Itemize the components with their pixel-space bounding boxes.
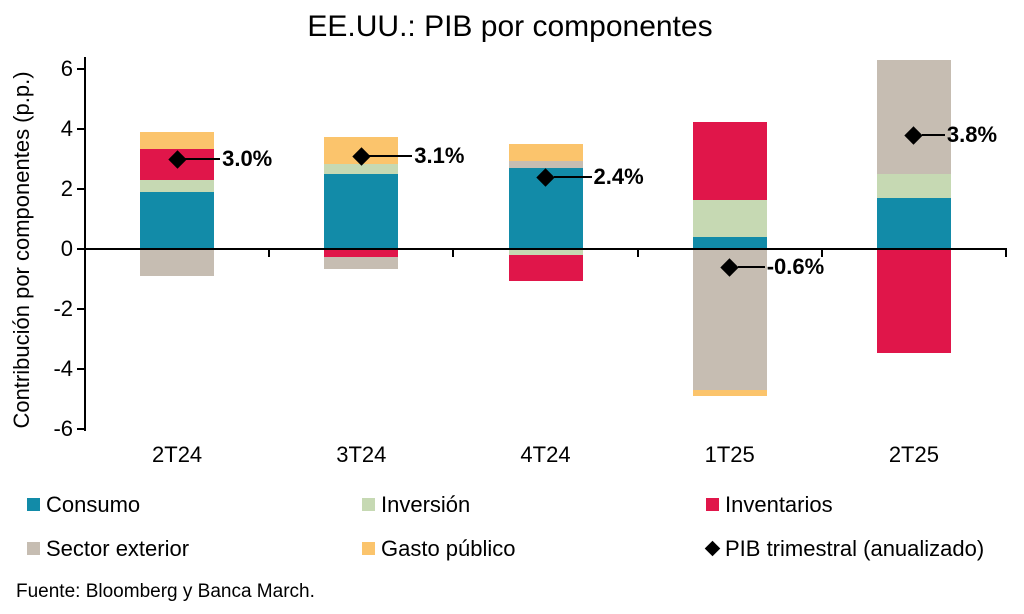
bar-segment-gasto-p-blico [508,144,583,161]
legend-label: Sector exterior [46,536,190,561]
bar-segment-sector-exterior [324,256,399,269]
pib-connector-line [369,155,413,157]
y-axis-tick [77,308,84,310]
bar-segment-inventarios [692,121,767,200]
y-tick-label: -2 [53,296,73,321]
bar-segment-gasto-p-blico [692,390,767,396]
legend-square-icon [27,498,40,511]
y-tick-label: 2 [60,176,73,201]
legend-label: PIB trimestral (anualizado) [725,536,985,561]
source-note: Fuente: Bloomberg y Banca March. [16,581,315,602]
bar-segment-sector-exterior [876,60,951,174]
x-axis-tick [84,248,86,257]
bar-segment-consumo [876,198,951,249]
bar-segment-sector-exterior [140,249,215,276]
y-axis-line [84,57,86,431]
x-axis-line [84,248,1006,250]
pib-diamond-icon [704,540,721,557]
pib-connector-line [553,176,592,178]
pib-connector-line [185,158,221,160]
bar-segment-inversi-n [140,180,215,192]
legend-label: Inventarios [725,492,833,517]
legend-label: Gasto público [381,536,516,561]
pib-value-label: 2.4% [593,164,644,189]
pib-value-label: -0.6% [766,254,825,279]
y-tick-label: -6 [53,416,73,441]
x-axis-tick [452,248,455,257]
pib-connector-line [921,134,945,136]
legend-square-icon [362,542,375,555]
bar-segment-consumo [140,192,215,249]
y-tick-label: 4 [60,116,73,141]
bar-segment-inversi-n [324,163,399,174]
pib-value-label: 3.1% [414,143,465,168]
bar-segment-inventarios [324,249,399,257]
x-tick-label: 2T24 [152,442,203,467]
y-axis-tick [77,68,84,70]
y-axis-tick [77,368,84,370]
x-axis-tick [268,248,271,257]
bar-segment-gasto-p-blico [140,132,215,149]
x-tick-label: 4T24 [520,442,571,467]
bar-segment-sector-exterior [508,160,583,168]
y-axis-tick [77,428,84,430]
x-tick-label: 3T24 [336,442,387,467]
bar-segment-inversi-n [876,174,951,198]
y-axis-tick [77,248,84,250]
bar-segment-inventarios [876,249,951,353]
x-tick-label: 1T25 [704,442,755,467]
pib-value-label: 3.0% [222,146,273,171]
x-axis-tick [820,248,823,257]
x-tick-label: 2T25 [888,442,939,467]
y-tick-label: 6 [60,56,73,81]
legend-label: Consumo [46,492,141,517]
x-axis-tick [636,248,639,257]
bar-segment-inversi-n [692,199,767,237]
chart-title: EE.UU.: PIB por componentes [307,10,713,43]
y-tick-label: 0 [60,236,73,261]
bar-segment-consumo [324,174,399,249]
pib-connector-line [737,266,765,268]
legend-square-icon [706,498,719,511]
legend-square-icon [27,542,40,555]
bar-segment-inventarios [508,255,583,281]
pib-value-label: 3.8% [946,122,998,147]
y-axis-tick [77,128,84,130]
x-axis-tick [1005,248,1007,257]
y-axis-tick [77,188,84,190]
y-tick-label: -4 [53,356,73,381]
bar-segment-consumo [692,237,767,249]
legend-square-icon [362,498,375,511]
legend-label: Inversión [381,492,471,517]
bar-segment-inversi-n [508,249,583,255]
